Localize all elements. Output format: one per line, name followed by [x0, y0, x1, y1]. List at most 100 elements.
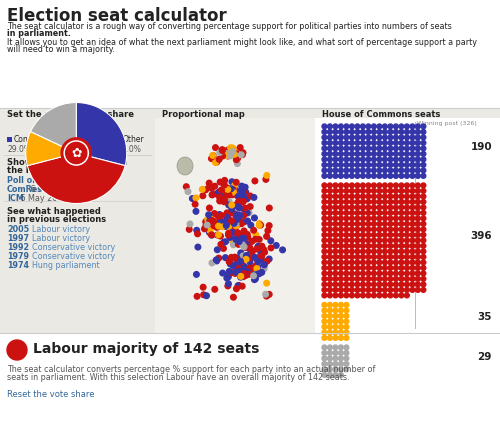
Circle shape	[238, 251, 244, 257]
Circle shape	[322, 211, 327, 215]
Circle shape	[234, 260, 239, 266]
Circle shape	[394, 282, 398, 287]
Circle shape	[230, 149, 235, 155]
Circle shape	[344, 135, 349, 140]
Circle shape	[328, 330, 332, 335]
Circle shape	[333, 238, 338, 243]
Circle shape	[382, 168, 388, 173]
Circle shape	[399, 157, 404, 162]
Circle shape	[234, 223, 239, 229]
Circle shape	[338, 282, 344, 287]
Circle shape	[228, 186, 234, 192]
Circle shape	[255, 271, 260, 277]
Circle shape	[242, 273, 248, 278]
Circle shape	[388, 255, 393, 259]
Circle shape	[410, 199, 415, 204]
Circle shape	[338, 152, 344, 156]
Circle shape	[416, 238, 420, 243]
Circle shape	[242, 270, 247, 276]
Circle shape	[416, 146, 420, 151]
Circle shape	[372, 211, 376, 215]
Circle shape	[241, 264, 246, 269]
Circle shape	[372, 244, 376, 248]
Circle shape	[192, 202, 198, 207]
Circle shape	[399, 293, 404, 298]
Circle shape	[225, 215, 231, 221]
Circle shape	[230, 263, 236, 268]
Circle shape	[241, 235, 246, 241]
Circle shape	[237, 213, 242, 218]
Circle shape	[226, 232, 232, 238]
Circle shape	[333, 356, 338, 361]
Circle shape	[388, 146, 393, 151]
Circle shape	[195, 244, 200, 250]
Circle shape	[350, 227, 354, 232]
Circle shape	[410, 227, 415, 232]
Circle shape	[219, 187, 224, 193]
Text: Poll of polls: Poll of polls	[7, 176, 60, 185]
Circle shape	[328, 260, 332, 265]
Circle shape	[232, 254, 237, 260]
Circle shape	[229, 190, 234, 196]
Circle shape	[220, 270, 226, 276]
Circle shape	[410, 211, 415, 215]
Circle shape	[366, 152, 371, 156]
Text: 396: 396	[470, 231, 492, 241]
Circle shape	[382, 130, 388, 134]
Circle shape	[322, 244, 327, 248]
Circle shape	[262, 250, 268, 255]
Circle shape	[350, 276, 354, 281]
Circle shape	[338, 372, 344, 377]
Circle shape	[338, 336, 344, 340]
Circle shape	[338, 351, 344, 355]
Circle shape	[322, 313, 327, 318]
Circle shape	[372, 271, 376, 276]
Circle shape	[229, 206, 234, 212]
Circle shape	[333, 146, 338, 151]
Circle shape	[333, 372, 338, 377]
Circle shape	[404, 140, 409, 145]
Circle shape	[333, 351, 338, 355]
Circle shape	[410, 157, 415, 162]
Circle shape	[243, 268, 248, 274]
Circle shape	[220, 246, 226, 251]
Wedge shape	[76, 103, 127, 166]
Circle shape	[410, 288, 415, 292]
Circle shape	[338, 173, 344, 178]
Circle shape	[399, 135, 404, 140]
Circle shape	[246, 269, 251, 275]
Circle shape	[338, 367, 344, 372]
Circle shape	[228, 145, 234, 151]
Circle shape	[360, 282, 366, 287]
Circle shape	[328, 336, 332, 340]
Circle shape	[322, 194, 327, 199]
Circle shape	[388, 188, 393, 193]
Circle shape	[360, 216, 366, 221]
Circle shape	[207, 220, 213, 226]
Circle shape	[218, 187, 224, 193]
Circle shape	[344, 260, 349, 265]
Circle shape	[344, 163, 349, 167]
Circle shape	[245, 235, 250, 240]
Circle shape	[258, 257, 264, 262]
Circle shape	[382, 282, 388, 287]
Circle shape	[328, 362, 332, 366]
Circle shape	[355, 216, 360, 221]
Circle shape	[322, 336, 327, 340]
Circle shape	[231, 228, 236, 234]
Text: in previous elections: in previous elections	[7, 215, 106, 224]
Circle shape	[322, 199, 327, 204]
Circle shape	[355, 249, 360, 254]
Text: ICM: ICM	[7, 194, 24, 203]
Bar	[116, 137, 121, 142]
Circle shape	[328, 216, 332, 221]
Circle shape	[377, 276, 382, 281]
Circle shape	[350, 255, 354, 259]
Circle shape	[328, 168, 332, 173]
Circle shape	[394, 183, 398, 188]
Circle shape	[416, 249, 420, 254]
Circle shape	[241, 264, 247, 269]
Circle shape	[416, 260, 420, 265]
Circle shape	[360, 238, 366, 243]
Circle shape	[410, 232, 415, 237]
